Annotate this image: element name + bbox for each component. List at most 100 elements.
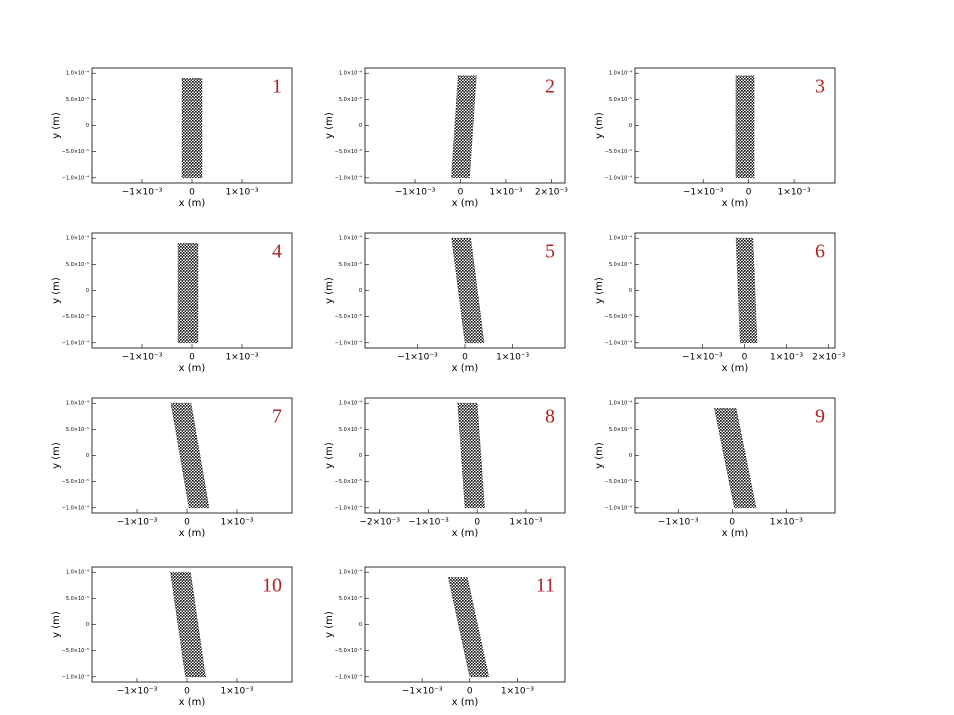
y-tick-label: 0 (86, 288, 89, 294)
x-axis-label: x (m) (722, 363, 749, 374)
x-axis-label: x (m) (722, 528, 749, 539)
y-tick-label: −1.0×10⁻⁴ (335, 505, 362, 511)
y-tick-label: −5.0×10⁻⁵ (605, 314, 632, 320)
y-tick-label: −1.0×10⁻⁴ (62, 674, 89, 680)
y-tick-label: 1.0×10⁻⁴ (339, 236, 362, 242)
panel-number: 4 (272, 241, 282, 263)
y-tick-label: 1.0×10⁻⁴ (339, 401, 362, 407)
panel: −1×10⁻³ 0 1×10⁻³ 2×10⁻³ 1.0×10⁻⁴ 5.0×10⁻⁵ 0 −5.… (324, 67, 568, 209)
y-tick-label: −5.0×10⁻⁵ (62, 314, 89, 320)
y-tick-label: −5.0×10⁻⁵ (62, 648, 89, 654)
y-axis-label: y (m) (51, 277, 62, 304)
x-tick-label: 1×10⁻³ (501, 687, 534, 697)
x-tick-label: 1×10⁻³ (220, 687, 253, 697)
x-axis-label: x (m) (179, 697, 206, 708)
y-tick-label: 1.0×10⁻⁴ (339, 71, 362, 77)
particle-cloud (457, 402, 485, 509)
x-tick-label: −1×10⁻³ (397, 353, 438, 363)
y-tick-label: 5.0×10⁻⁵ (339, 596, 362, 602)
y-tick-label: 5.0×10⁻⁵ (66, 262, 89, 268)
y-tick-label: −1.0×10⁻⁴ (62, 340, 89, 346)
panel-number: 9 (815, 406, 825, 428)
x-axis-label: x (m) (722, 198, 749, 209)
x-tick-label: −1×10⁻³ (683, 188, 724, 198)
y-tick-label: 0 (359, 453, 362, 459)
y-tick-label: −5.0×10⁻⁵ (62, 479, 89, 485)
y-tick-label: −1.0×10⁻⁴ (605, 175, 632, 181)
y-tick-label: 1.0×10⁻⁴ (339, 570, 362, 576)
y-tick-label: −1.0×10⁻⁴ (605, 505, 632, 511)
x-tick-label: 0 (189, 353, 195, 363)
y-tick-label: 1.0×10⁻⁴ (66, 401, 89, 407)
x-tick-label: −2×10⁻³ (359, 518, 400, 528)
y-axis-label: y (m) (51, 442, 62, 469)
y-axis-label: y (m) (594, 112, 605, 139)
y-tick-label: −1.0×10⁻⁴ (605, 340, 632, 346)
y-tick-label: 1.0×10⁻⁴ (66, 236, 89, 242)
plot-frame (634, 232, 836, 349)
y-tick-label: 0 (359, 288, 362, 294)
y-axis-label: y (m) (51, 112, 62, 139)
plot-frame (634, 67, 836, 184)
x-tick-label: −1×10⁻³ (682, 353, 723, 363)
y-tick-label: 0 (359, 622, 362, 628)
y-tick-label: 5.0×10⁻⁵ (609, 427, 632, 433)
y-tick-label: 5.0×10⁻⁵ (339, 427, 362, 433)
panel: −1×10⁻³ 0 1×10⁻³ 1.0×10⁻⁴ 5.0×10⁻⁵ 0 −5.0×10⁻⁵… (51, 566, 293, 708)
particle-cloud (177, 243, 199, 344)
y-tick-label: −1.0×10⁻⁴ (335, 175, 362, 181)
particle-cloud (170, 571, 206, 678)
y-tick-label: −5.0×10⁻⁵ (62, 149, 89, 155)
panel-number: 5 (545, 241, 555, 263)
y-tick-label: 5.0×10⁻⁵ (66, 97, 89, 103)
y-axis-label: y (m) (324, 277, 335, 304)
panel-number: 8 (545, 406, 555, 428)
y-tick-label: −1.0×10⁻⁴ (62, 175, 89, 181)
y-axis-label: y (m) (51, 611, 62, 638)
x-tick-label: −1×10⁻³ (117, 687, 158, 697)
x-axis-label: x (m) (179, 528, 206, 539)
y-axis-label: y (m) (594, 442, 605, 469)
x-tick-label: 1×10⁻³ (489, 188, 522, 198)
x-tick-label: −1×10⁻³ (122, 188, 163, 198)
x-tick-label: 1×10⁻³ (778, 188, 811, 198)
panel-number: 3 (815, 76, 825, 98)
particle-cloud (170, 402, 210, 509)
y-tick-label: 5.0×10⁻⁵ (66, 596, 89, 602)
y-tick-label: −5.0×10⁻⁵ (335, 149, 362, 155)
particle-cloud (714, 408, 757, 509)
y-tick-label: −1.0×10⁻⁴ (335, 674, 362, 680)
panel-number: 6 (815, 241, 825, 263)
y-tick-label: 5.0×10⁻⁵ (66, 427, 89, 433)
x-tick-label: 1×10⁻³ (770, 353, 803, 363)
panel: −2×10⁻³ −1×10⁻³ 0 1×10⁻³ 1.0×10⁻⁴ 5.0×10⁻⁵ 0 −5… (324, 397, 566, 539)
y-tick-label: −5.0×10⁻⁵ (605, 149, 632, 155)
y-tick-label: −5.0×10⁻⁵ (335, 314, 362, 320)
x-axis-label: x (m) (452, 697, 479, 708)
particle-cloud (451, 237, 485, 344)
x-axis-label: x (m) (452, 528, 479, 539)
x-tick-label: 0 (746, 188, 752, 198)
y-tick-label: −5.0×10⁻⁵ (335, 479, 362, 485)
panel: −1×10⁻³ 0 1×10⁻³ 1.0×10⁻⁴ 5.0×10⁻⁵ 0 −5.0×10⁻⁵… (594, 67, 836, 209)
y-tick-label: 0 (629, 288, 632, 294)
x-tick-label: 2×10⁻³ (812, 353, 845, 363)
y-tick-label: 1.0×10⁻⁴ (609, 401, 632, 407)
panel-number: 11 (536, 575, 555, 597)
x-tick-label: 0 (729, 518, 735, 528)
panel: −1×10⁻³ 0 1×10⁻³ 2×10⁻³ 1.0×10⁻⁴ 5.0×10⁻⁵ 0 −5.… (594, 232, 846, 374)
particle-cloud (735, 237, 758, 344)
y-tick-label: −5.0×10⁻⁵ (605, 479, 632, 485)
particle-cloud (735, 75, 755, 179)
x-tick-label: 1×10⁻³ (496, 353, 529, 363)
y-tick-label: 5.0×10⁻⁵ (609, 262, 632, 268)
panel: −1×10⁻³ 0 1×10⁻³ 1.0×10⁻⁴ 5.0×10⁻⁵ 0 −5.0×10⁻⁵… (51, 232, 293, 374)
y-axis-label: y (m) (324, 112, 335, 139)
panel-number: 1 (272, 76, 282, 98)
y-tick-label: 0 (629, 123, 632, 129)
x-tick-label: −1×10⁻³ (402, 687, 443, 697)
x-axis-label: x (m) (179, 363, 206, 374)
panel-number: 7 (272, 406, 282, 428)
x-tick-label: 0 (189, 188, 195, 198)
